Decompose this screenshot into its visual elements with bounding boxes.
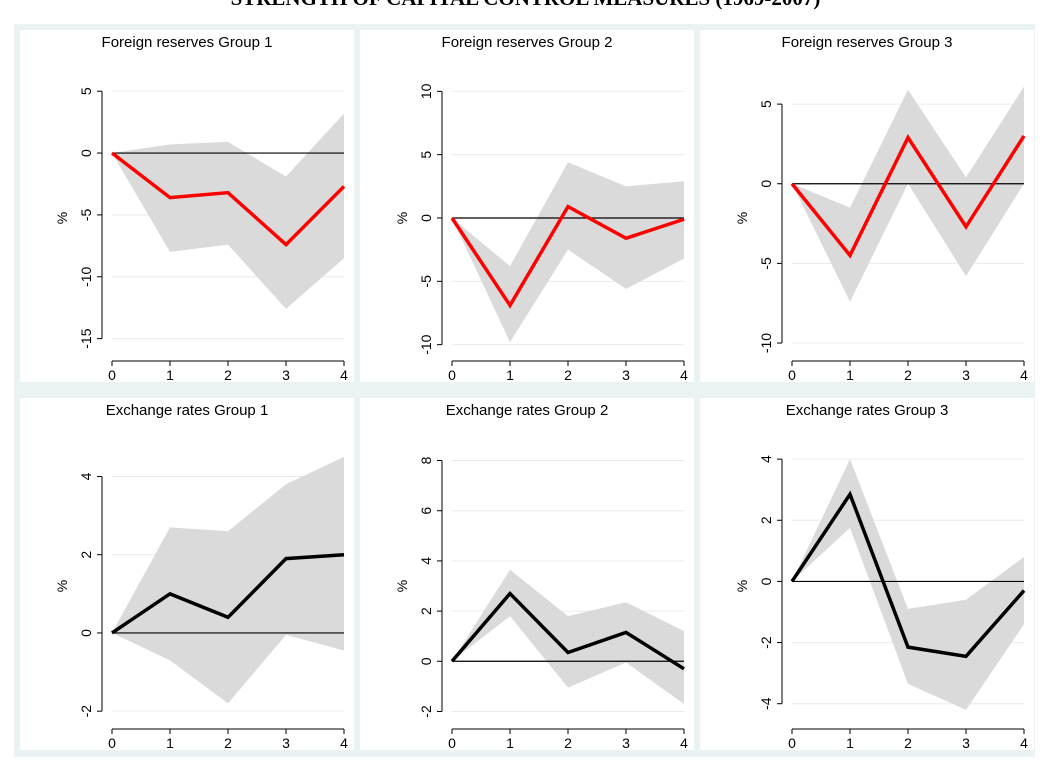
chart-svg: 8 6 4 2 0 -2% 0 1 2 3 4	[394, 456, 688, 751]
panel-title: Exchange rates Group 2	[445, 402, 609, 419]
y-axis-label: %	[394, 580, 410, 592]
y-tick-label: -2	[78, 705, 94, 718]
panel-title: Foreign reserves Group 3	[781, 34, 953, 51]
x-tick-label: 2	[224, 367, 232, 383]
y-axis-label: %	[734, 212, 750, 224]
confidence-band	[452, 569, 684, 704]
panel-title: Exchange rates Group 1	[105, 402, 269, 419]
x-tick-label: 3	[622, 367, 630, 383]
page-title: STRENGTH OF CAPITAL CONTROL MEASURES (19…	[0, 0, 1051, 11]
panel-exchange-rates-group-3: 4 2 0 -2 -4% 0 1 2 3 4 Exchange rates Group 3	[700, 398, 1034, 751]
y-tick-label: 4	[758, 455, 774, 463]
x-tick-label: 2	[564, 367, 572, 383]
y-tick-label: 0	[78, 629, 94, 637]
y-tick-label: 4	[418, 557, 434, 565]
panel-foreign-reserves-group-1: 5 0 -5 -10 -15% 0 1 2 3 4 Foreign reserves Group …	[20, 30, 354, 383]
x-tick-label: 3	[622, 735, 630, 751]
panel-foreign-reserves-group-3: 5 0 -5 -10% 0 1 2 3 4 Foreign reserves Group 3	[700, 30, 1034, 383]
confidence-band	[112, 113, 344, 309]
y-tick-label: -5	[758, 257, 774, 270]
y-tick-label: 6	[418, 507, 434, 515]
y-tick-label: -4	[758, 697, 774, 710]
confidence-band	[452, 162, 684, 343]
x-tick-label: 1	[166, 735, 174, 751]
panel-exchange-rates-group-2: 8 6 4 2 0 -2% 0 1 2 3 4 Exchange rates Group 2	[360, 398, 694, 751]
x-tick-label: 3	[282, 367, 290, 383]
chart-svg: 5 0 -5 -10 -15% 0 1 2 3 4	[54, 87, 348, 383]
y-tick-label: -10	[758, 333, 774, 353]
y-tick-label: 5	[418, 151, 434, 159]
x-tick-label: 1	[506, 367, 514, 383]
y-tick-label: 2	[758, 516, 774, 524]
y-tick-label: 2	[78, 551, 94, 559]
y-tick-label: -15	[78, 328, 94, 348]
y-tick-label: 8	[418, 456, 434, 464]
y-tick-label: -2	[758, 636, 774, 649]
panel-title: Foreign reserves Group 1	[101, 34, 273, 51]
y-tick-label: 0	[418, 214, 434, 222]
y-tick-label: 0	[758, 180, 774, 188]
y-tick-label: 4	[78, 472, 94, 480]
x-tick-label: 3	[962, 367, 970, 383]
y-tick-label: -5	[78, 208, 94, 221]
y-tick-label: 0	[758, 577, 774, 585]
x-tick-label: 0	[108, 367, 116, 383]
x-tick-label: 1	[846, 735, 854, 751]
confidence-band	[792, 459, 1024, 710]
panel-exchange-rates-group-1: 4 2 0 -2% 0 1 2 3 4 Exchange rates Group 1	[20, 398, 354, 751]
chart-svg: 4 2 0 -2 -4% 0 1 2 3 4	[734, 455, 1028, 751]
chart-svg: 4 2 0 -2% 0 1 2 3 4	[54, 456, 348, 751]
x-tick-label: 4	[340, 735, 348, 751]
y-tick-label: -10	[418, 334, 434, 354]
confidence-band	[792, 86, 1024, 302]
x-tick-label: 2	[564, 735, 572, 751]
x-tick-label: 2	[904, 735, 912, 751]
x-tick-label: 1	[506, 735, 514, 751]
x-tick-label: 2	[904, 367, 912, 383]
y-axis-label: %	[734, 580, 750, 592]
chart-svg: 10 5 0 -5 -10% 0 1 2 3 4	[394, 83, 688, 383]
x-tick-label: 4	[680, 367, 688, 383]
y-tick-label: -5	[418, 275, 434, 288]
x-tick-label: 0	[108, 735, 116, 751]
y-axis-label: %	[54, 580, 70, 592]
y-axis-label: %	[394, 212, 410, 224]
x-tick-label: 1	[846, 367, 854, 383]
figure-frame: 5 0 -5 -10 -15% 0 1 2 3 4 Foreign reserves Group …	[14, 24, 1035, 757]
panel-title: Exchange rates Group 3	[785, 402, 949, 419]
x-tick-label: 2	[224, 735, 232, 751]
x-tick-label: 0	[448, 735, 456, 751]
y-tick-label: 10	[418, 83, 434, 99]
x-tick-label: 0	[788, 735, 796, 751]
y-tick-label: 2	[418, 607, 434, 615]
x-tick-label: 4	[1020, 735, 1028, 751]
x-tick-label: 3	[962, 735, 970, 751]
x-tick-label: 1	[166, 367, 174, 383]
x-tick-label: 4	[340, 367, 348, 383]
x-tick-label: 4	[680, 735, 688, 751]
chart-svg: 5 0 -5 -10% 0 1 2 3 4	[734, 86, 1028, 383]
x-tick-label: 3	[282, 735, 290, 751]
confidence-band	[112, 456, 344, 704]
x-tick-label: 4	[1020, 367, 1028, 383]
y-tick-label: 5	[758, 100, 774, 108]
panel-foreign-reserves-group-2: 10 5 0 -5 -10% 0 1 2 3 4 Foreign reserves Group 2	[360, 30, 694, 383]
x-tick-label: 0	[448, 367, 456, 383]
y-tick-label: -2	[418, 705, 434, 718]
y-tick-label: 0	[78, 149, 94, 157]
y-tick-label: 0	[418, 657, 434, 665]
panel-title: Foreign reserves Group 2	[441, 34, 613, 51]
y-axis-label: %	[54, 212, 70, 224]
x-tick-label: 0	[788, 367, 796, 383]
y-tick-label: -10	[78, 266, 94, 286]
y-tick-label: 5	[78, 87, 94, 95]
